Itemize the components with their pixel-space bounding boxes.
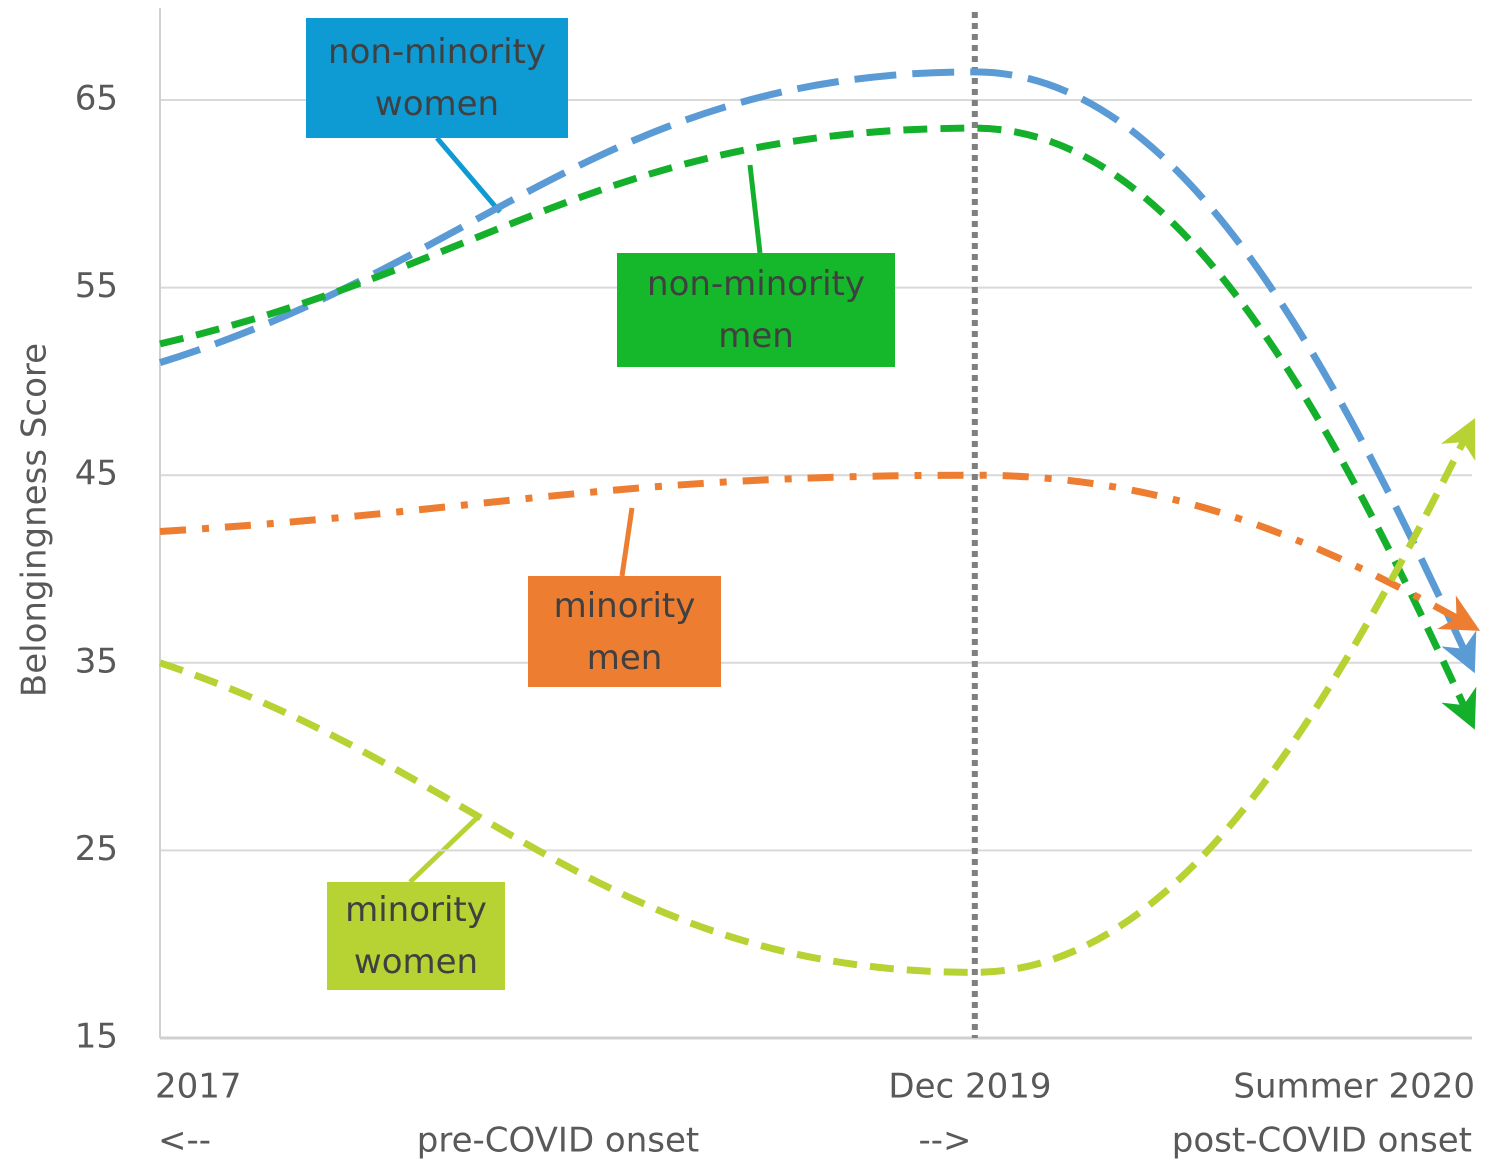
annotation: post-COVID onset <box>1172 1121 1472 1161</box>
leader-line <box>619 507 635 577</box>
label-box: non-minority women <box>306 18 568 138</box>
y-tick-label: 55 <box>75 266 118 306</box>
label-box: non-minority men <box>617 253 895 367</box>
annotation: pre-COVID onset <box>417 1121 700 1161</box>
leader-line <box>435 136 502 214</box>
leader-line <box>747 164 763 254</box>
x-tick-label: 2017 <box>155 1067 242 1107</box>
y-axis-label: Belongingness Score <box>15 343 55 697</box>
annotation: <-- <box>158 1121 211 1161</box>
x-tick-label: Summer 2020 <box>1233 1067 1475 1107</box>
series-line <box>159 124 1477 730</box>
series-line <box>158 68 1477 674</box>
label-box: minority men <box>528 576 721 687</box>
label-box: minority women <box>327 882 505 990</box>
series-line <box>159 471 1481 631</box>
y-tick-label: 65 <box>75 79 118 119</box>
y-tick-label: 35 <box>75 641 118 681</box>
y-tick-label: 45 <box>75 454 118 494</box>
y-tick-label: 25 <box>75 829 118 869</box>
annotation: --> <box>918 1121 971 1161</box>
y-tick-label: 15 <box>75 1017 118 1057</box>
leader-line <box>408 813 482 884</box>
x-tick-label: Dec 2019 <box>888 1067 1051 1107</box>
series-line <box>158 417 1476 976</box>
